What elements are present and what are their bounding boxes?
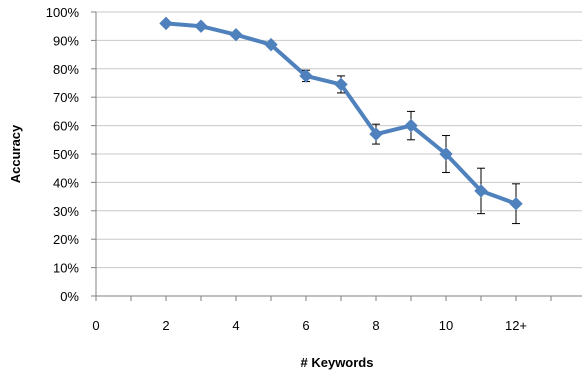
- y-tick-label: 30%: [53, 204, 79, 219]
- gridlines: [96, 11, 582, 269]
- y-tick-label: 70%: [53, 90, 79, 105]
- y-axis-title: Accuracy: [8, 124, 23, 183]
- series-accuracy: [159, 16, 523, 225]
- y-tick-label: 50%: [53, 147, 79, 162]
- y-tick-label: 0%: [60, 289, 79, 304]
- data-point-marker: [509, 196, 523, 211]
- x-tick-label: 0: [92, 318, 99, 333]
- y-tick-label: 60%: [53, 119, 79, 134]
- y-tick-label: 20%: [53, 232, 79, 247]
- data-point-marker: [299, 69, 313, 83]
- y-tick-label: 40%: [53, 175, 79, 190]
- data-point-marker: [159, 16, 173, 31]
- x-axis-title: # Keywords: [301, 355, 374, 370]
- data-point-marker: [474, 184, 488, 198]
- x-tick-label: 2: [162, 318, 169, 333]
- x-tick-label: 12+: [505, 318, 527, 333]
- y-tick-label: 10%: [53, 261, 79, 276]
- data-point-marker: [194, 19, 208, 33]
- data-point-marker: [404, 118, 418, 133]
- x-tick-label: 10: [439, 318, 453, 333]
- data-point-marker: [439, 147, 453, 161]
- x-tick-label: 6: [302, 318, 309, 333]
- y-tick-label: 90%: [53, 33, 79, 48]
- y-tick-label: 80%: [53, 62, 79, 77]
- x-tick-label: 4: [232, 318, 239, 333]
- data-point-marker: [229, 28, 243, 42]
- x-tick-label: 8: [372, 318, 379, 333]
- series-line: [164, 21, 518, 206]
- data-point-marker: [334, 77, 348, 92]
- data-point-marker: [369, 127, 383, 141]
- y-tick-label: 100%: [46, 5, 80, 20]
- x-tick-labels: 0 2 4 6 8 10 12+: [92, 318, 527, 333]
- axes: [91, 11, 582, 301]
- y-tick-labels: 0% 10% 20% 30% 40% 50% 60% 70% 80% 90% 100%: [46, 5, 80, 304]
- data-point-marker: [264, 37, 278, 52]
